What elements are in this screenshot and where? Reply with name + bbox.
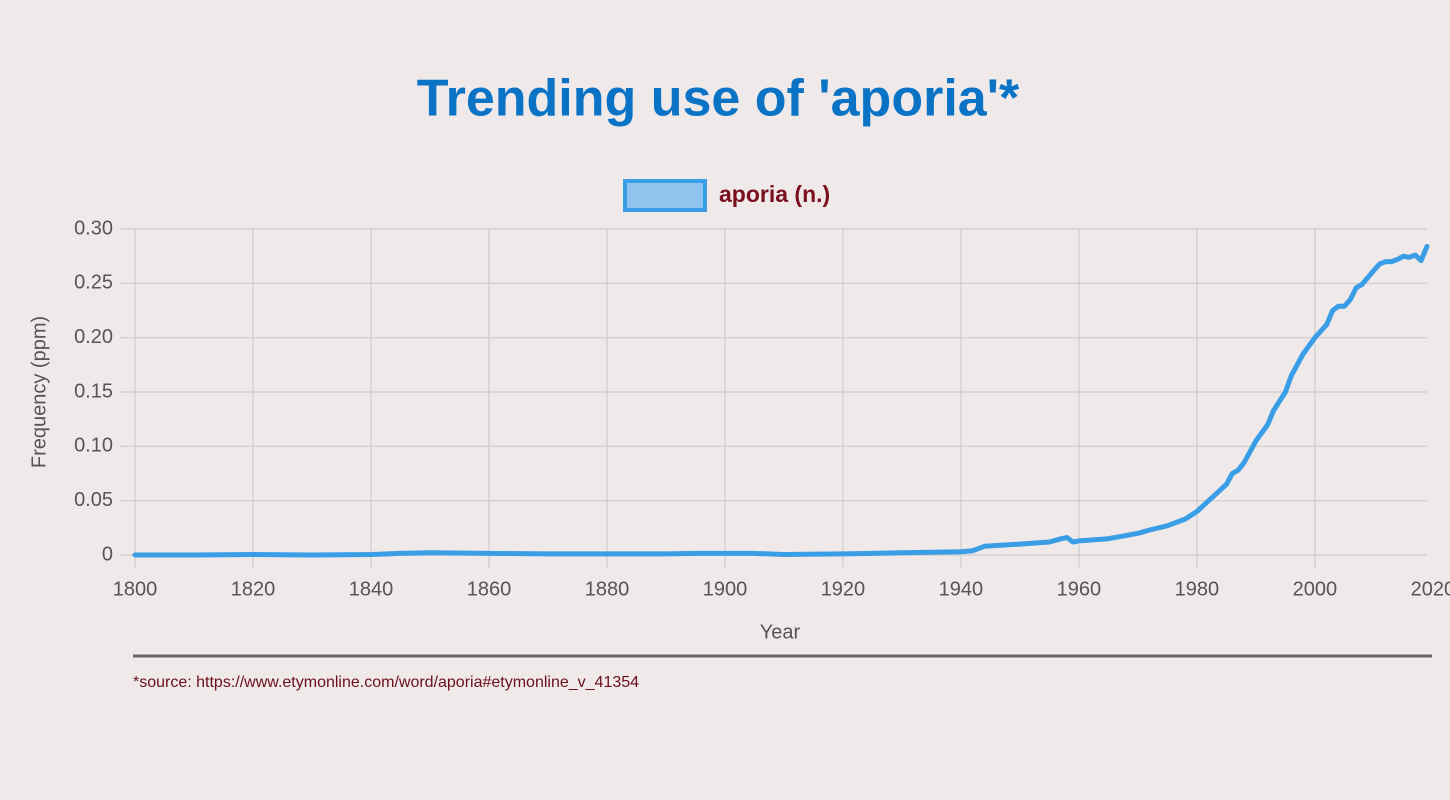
- y-tick-label: 0.05: [74, 489, 113, 511]
- x-tick-label: 1880: [585, 578, 630, 600]
- x-tick-label: 1960: [1057, 578, 1102, 600]
- source-note: *source: https://www.etymonline.com/word…: [133, 674, 639, 691]
- y-tick-label: 0: [102, 543, 113, 565]
- data-line: [132, 243, 1430, 558]
- y-axis-label: Frequency (ppm): [28, 316, 50, 468]
- x-axis-label: Year: [760, 621, 801, 643]
- x-tick-label: 2020: [1411, 578, 1450, 600]
- y-tick-label: 0.30: [74, 217, 113, 239]
- x-tick-label: 1900: [703, 578, 748, 600]
- legend-label: aporia (n.): [719, 181, 830, 207]
- y-tick-label: 0.15: [74, 380, 113, 402]
- y-tick-label: 0.25: [74, 272, 113, 294]
- x-tick-label: 1820: [231, 578, 276, 600]
- y-tick-label: 0.10: [74, 435, 113, 457]
- x-tick-label: 1940: [939, 578, 984, 600]
- y-tick-label: 0.20: [74, 326, 113, 348]
- x-tick-label: 1840: [349, 578, 394, 600]
- x-tick-label: 1800: [113, 578, 158, 600]
- x-tick-label: 1860: [467, 578, 512, 600]
- chart-title: Trending use of 'aporia'*: [417, 70, 1020, 128]
- x-tick-label: 1920: [821, 578, 866, 600]
- x-tick-label: 1980: [1175, 578, 1220, 600]
- x-tick-label: 2000: [1293, 578, 1338, 600]
- legend-swatch: [623, 179, 707, 212]
